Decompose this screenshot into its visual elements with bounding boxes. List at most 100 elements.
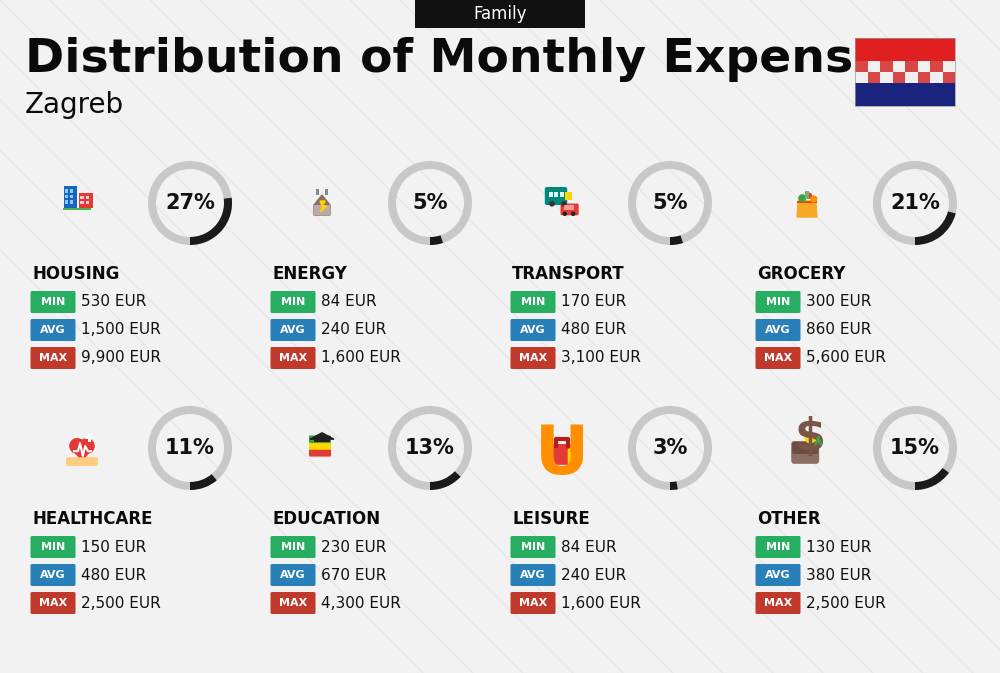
FancyBboxPatch shape: [80, 201, 84, 204]
Wedge shape: [388, 406, 472, 490]
FancyBboxPatch shape: [756, 291, 800, 313]
FancyBboxPatch shape: [797, 201, 817, 203]
Text: 1,600 EUR: 1,600 EUR: [561, 596, 641, 610]
Text: 670 EUR: 670 EUR: [321, 567, 386, 583]
Text: MIN: MIN: [281, 542, 305, 552]
Text: EDUCATION: EDUCATION: [272, 510, 380, 528]
Polygon shape: [320, 201, 327, 212]
Text: MAX: MAX: [279, 598, 307, 608]
Text: TRANSPORT: TRANSPORT: [512, 265, 625, 283]
Circle shape: [810, 195, 817, 203]
FancyBboxPatch shape: [930, 61, 942, 72]
FancyBboxPatch shape: [30, 564, 76, 586]
FancyBboxPatch shape: [30, 291, 76, 313]
FancyBboxPatch shape: [86, 201, 89, 204]
Text: 240 EUR: 240 EUR: [561, 567, 626, 583]
FancyBboxPatch shape: [511, 319, 556, 341]
Text: 27%: 27%: [165, 193, 215, 213]
FancyBboxPatch shape: [314, 205, 330, 215]
FancyBboxPatch shape: [270, 347, 316, 369]
FancyBboxPatch shape: [756, 592, 800, 614]
Text: 860 EUR: 860 EUR: [806, 322, 871, 337]
Text: 9,900 EUR: 9,900 EUR: [81, 351, 161, 365]
FancyBboxPatch shape: [270, 592, 316, 614]
Wedge shape: [670, 236, 683, 245]
Polygon shape: [797, 201, 817, 217]
FancyBboxPatch shape: [792, 442, 818, 454]
Wedge shape: [670, 481, 678, 490]
Text: 3%: 3%: [652, 438, 688, 458]
Text: Distribution of Monthly Expenses: Distribution of Monthly Expenses: [25, 38, 914, 83]
FancyBboxPatch shape: [511, 592, 556, 614]
Text: MAX: MAX: [279, 353, 307, 363]
FancyBboxPatch shape: [70, 200, 73, 204]
Text: 380 EUR: 380 EUR: [806, 567, 871, 583]
FancyBboxPatch shape: [30, 536, 76, 558]
Circle shape: [563, 211, 567, 216]
Text: AVG: AVG: [280, 570, 306, 580]
Circle shape: [69, 438, 85, 454]
FancyBboxPatch shape: [565, 192, 572, 200]
FancyBboxPatch shape: [64, 186, 77, 208]
Text: Family: Family: [473, 5, 527, 23]
FancyBboxPatch shape: [564, 205, 574, 210]
Text: 300 EUR: 300 EUR: [806, 295, 871, 310]
Wedge shape: [190, 474, 217, 490]
Text: LEISURE: LEISURE: [512, 510, 590, 528]
FancyBboxPatch shape: [756, 536, 800, 558]
FancyBboxPatch shape: [549, 444, 575, 465]
FancyBboxPatch shape: [942, 72, 955, 83]
FancyBboxPatch shape: [86, 196, 89, 199]
Text: 21%: 21%: [890, 193, 940, 213]
Circle shape: [561, 201, 567, 207]
Text: 3,100 EUR: 3,100 EUR: [561, 351, 641, 365]
Text: 1,500 EUR: 1,500 EUR: [81, 322, 161, 337]
FancyBboxPatch shape: [270, 319, 316, 341]
FancyBboxPatch shape: [918, 72, 930, 83]
Text: 480 EUR: 480 EUR: [81, 567, 146, 583]
Wedge shape: [915, 468, 949, 490]
Text: 2,500 EUR: 2,500 EUR: [806, 596, 886, 610]
Text: AVG: AVG: [520, 325, 546, 335]
FancyBboxPatch shape: [70, 189, 73, 192]
Wedge shape: [388, 161, 472, 245]
FancyBboxPatch shape: [554, 192, 558, 197]
FancyBboxPatch shape: [30, 319, 76, 341]
Wedge shape: [430, 236, 443, 245]
FancyBboxPatch shape: [80, 196, 84, 199]
Text: 15%: 15%: [890, 438, 940, 458]
Text: Zagreb: Zagreb: [25, 91, 124, 119]
Text: 13%: 13%: [405, 438, 455, 458]
FancyBboxPatch shape: [756, 564, 800, 586]
Text: 530 EUR: 530 EUR: [81, 295, 146, 310]
FancyBboxPatch shape: [66, 457, 98, 466]
Text: AVG: AVG: [765, 325, 791, 335]
Wedge shape: [148, 406, 232, 490]
Circle shape: [549, 201, 555, 207]
Text: 11%: 11%: [165, 438, 215, 458]
Wedge shape: [873, 161, 957, 245]
FancyBboxPatch shape: [855, 38, 955, 61]
FancyBboxPatch shape: [805, 191, 809, 199]
FancyBboxPatch shape: [560, 203, 579, 215]
FancyBboxPatch shape: [905, 61, 918, 72]
FancyBboxPatch shape: [316, 189, 319, 195]
Wedge shape: [430, 471, 461, 490]
FancyBboxPatch shape: [549, 192, 553, 197]
Text: MIN: MIN: [521, 542, 545, 552]
Text: OTHER: OTHER: [757, 510, 821, 528]
FancyBboxPatch shape: [309, 449, 331, 456]
Wedge shape: [628, 406, 712, 490]
Text: GROCERY: GROCERY: [757, 265, 845, 283]
Circle shape: [571, 211, 575, 216]
Text: HEALTHCARE: HEALTHCARE: [32, 510, 152, 528]
Text: 2,500 EUR: 2,500 EUR: [81, 596, 161, 610]
FancyBboxPatch shape: [79, 193, 93, 208]
Text: 5%: 5%: [412, 193, 448, 213]
Text: $: $: [795, 417, 826, 460]
FancyBboxPatch shape: [88, 433, 91, 441]
FancyBboxPatch shape: [756, 319, 800, 341]
FancyBboxPatch shape: [270, 536, 316, 558]
FancyBboxPatch shape: [756, 347, 800, 369]
Wedge shape: [628, 161, 712, 245]
